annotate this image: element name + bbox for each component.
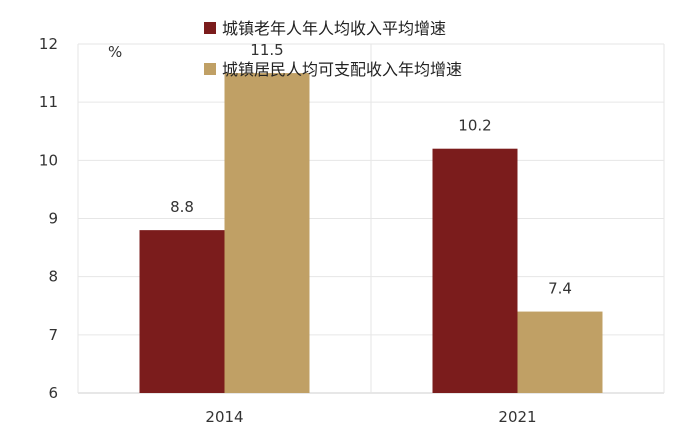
x-axis: 2014 2021 (205, 408, 536, 426)
bar (432, 148, 518, 393)
data-label: 10.2 (458, 117, 491, 135)
y-tick-label: 10 (39, 151, 58, 169)
bar (224, 73, 310, 393)
y-tick-label: 7 (48, 326, 58, 344)
y-tick-label: 6 (48, 384, 58, 402)
data-label: 8.8 (170, 198, 194, 216)
y-tick-label: 8 (48, 268, 58, 286)
bars-group: 8.8 11.5 10.2 7.4 (139, 41, 603, 393)
data-label: 11.5 (250, 41, 283, 59)
y-tick-label: 11 (39, 93, 58, 111)
bar (139, 230, 225, 393)
legend-swatch (204, 63, 216, 75)
legend-label: 城镇老年人年人均收入平均增速 (222, 19, 446, 38)
x-tick-label: 2021 (498, 408, 536, 426)
y-tick-label: 9 (48, 210, 58, 228)
legend-swatch (204, 22, 216, 34)
y-axis: 6 7 8 9 10 11 12 (39, 35, 58, 402)
x-tick-label: 2014 (205, 408, 243, 426)
unit-label: % (108, 43, 122, 61)
data-label: 7.4 (548, 280, 572, 298)
legend-label: 城镇居民人均可支配收入年均增速 (222, 60, 462, 79)
bar (517, 311, 603, 393)
y-tick-label: 12 (39, 35, 58, 53)
